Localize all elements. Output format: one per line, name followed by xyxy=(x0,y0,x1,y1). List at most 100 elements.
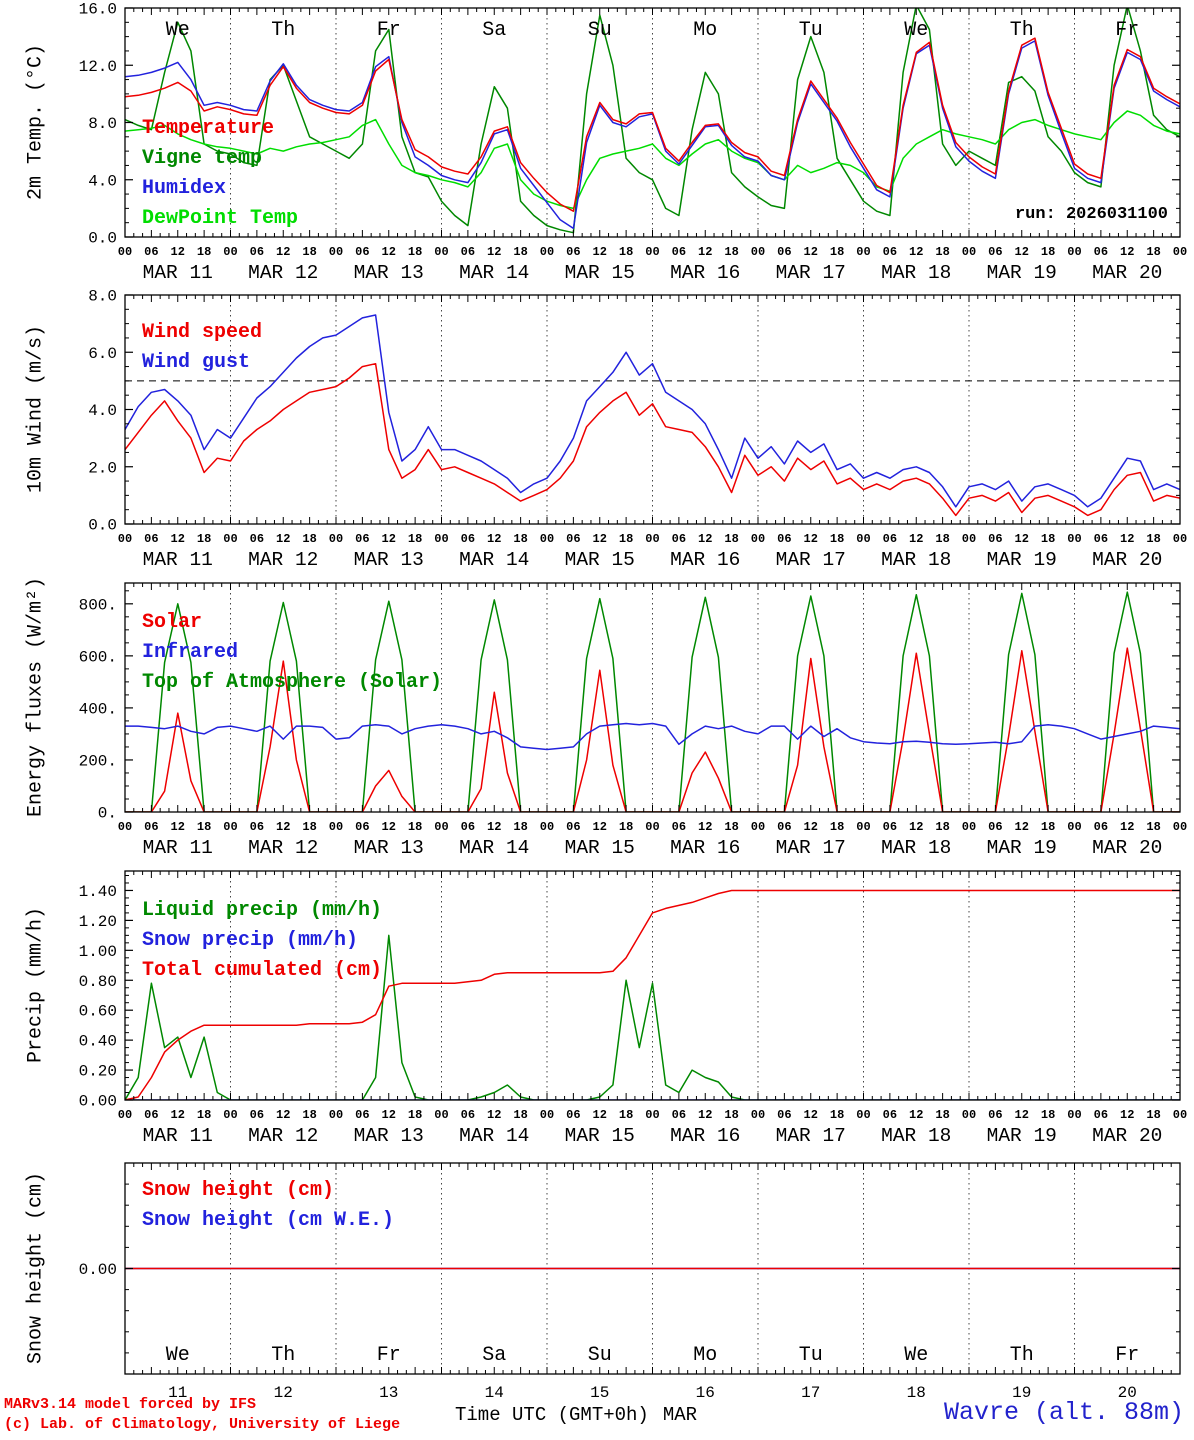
svg-text:MAR 18: MAR 18 xyxy=(881,262,951,284)
svg-text:MAR 17: MAR 17 xyxy=(776,1125,846,1147)
legend-item: Wind speed xyxy=(142,321,263,344)
svg-text:MAR 13: MAR 13 xyxy=(354,262,424,284)
svg-text:Fr: Fr xyxy=(1115,19,1139,42)
svg-text:1.40: 1.40 xyxy=(79,883,117,901)
svg-text:12: 12 xyxy=(382,532,396,546)
svg-text:0.: 0. xyxy=(98,805,117,823)
svg-text:18: 18 xyxy=(197,532,211,546)
svg-text:Th: Th xyxy=(271,19,295,42)
svg-text:MAR 17: MAR 17 xyxy=(776,837,846,859)
svg-text:Tu: Tu xyxy=(799,19,823,42)
svg-text:06: 06 xyxy=(1094,820,1108,834)
svg-text:06: 06 xyxy=(1094,245,1108,259)
svg-text:16.0: 16.0 xyxy=(79,1,117,19)
svg-text:06: 06 xyxy=(355,820,369,834)
svg-text:00: 00 xyxy=(434,245,448,259)
svg-text:18: 18 xyxy=(1041,820,1055,834)
y-axis-title-precip: Precip (mm/h) xyxy=(24,906,48,1064)
lab-credit: (c) Lab. of Climatology, University of L… xyxy=(4,1416,401,1433)
svg-text:06: 06 xyxy=(144,245,158,259)
svg-text:18: 18 xyxy=(907,1384,926,1402)
legend-item: Total cumulated (cm) xyxy=(142,959,383,982)
svg-text:13: 13 xyxy=(379,1384,398,1402)
svg-text:00: 00 xyxy=(223,820,237,834)
svg-text:06: 06 xyxy=(672,1108,686,1122)
svg-text:00: 00 xyxy=(1067,532,1081,546)
model-credit: MARv3.14 model forced by IFS xyxy=(4,1396,257,1413)
svg-text:06: 06 xyxy=(461,532,475,546)
svg-text:00: 00 xyxy=(329,1108,343,1122)
svg-text:19: 19 xyxy=(1012,1384,1031,1402)
svg-text:18: 18 xyxy=(1146,532,1160,546)
svg-text:06: 06 xyxy=(1094,532,1108,546)
run-label: run: 2026031100 xyxy=(1014,205,1168,224)
svg-text:18: 18 xyxy=(197,820,211,834)
svg-text:800.: 800. xyxy=(79,596,117,614)
svg-text:Fr: Fr xyxy=(377,19,401,42)
y-axis-title-wind: 10m Wind (m/s) xyxy=(24,324,48,494)
svg-text:MAR 16: MAR 16 xyxy=(670,837,740,859)
legend-item: Infrared xyxy=(142,641,239,664)
y-axis-title-energy: Energy fluxes (W/m²) xyxy=(24,576,48,818)
svg-text:12: 12 xyxy=(171,820,185,834)
svg-text:00: 00 xyxy=(118,1108,132,1122)
svg-text:Th: Th xyxy=(1010,1344,1034,1367)
legend-wind: Wind speed Wind gust xyxy=(142,318,262,378)
svg-text:06: 06 xyxy=(144,820,158,834)
svg-text:MAR 14: MAR 14 xyxy=(459,549,529,571)
svg-text:14: 14 xyxy=(485,1384,504,1402)
svg-text:MAR 14: MAR 14 xyxy=(459,837,529,859)
svg-text:Mo: Mo xyxy=(693,19,717,42)
svg-text:12: 12 xyxy=(698,820,712,834)
svg-text:0.00: 0.00 xyxy=(79,1093,117,1111)
svg-text:MAR 11: MAR 11 xyxy=(143,1125,213,1147)
svg-text:MAR 15: MAR 15 xyxy=(565,1125,635,1147)
svg-text:06: 06 xyxy=(250,245,264,259)
svg-text:00: 00 xyxy=(1173,532,1187,546)
month-label: MAR xyxy=(662,1404,698,1426)
legend-item: Vigne temp xyxy=(142,147,263,170)
svg-text:18: 18 xyxy=(619,820,633,834)
svg-text:18: 18 xyxy=(1146,820,1160,834)
svg-text:12: 12 xyxy=(274,1384,293,1402)
legend-item: Snow precip (mm/h) xyxy=(142,929,359,952)
svg-text:12: 12 xyxy=(593,1108,607,1122)
legend-item: DewPoint Temp xyxy=(142,207,299,230)
svg-text:00: 00 xyxy=(329,820,343,834)
svg-text:11: 11 xyxy=(168,1384,187,1402)
svg-text:12: 12 xyxy=(382,820,396,834)
svg-text:12: 12 xyxy=(1015,245,1029,259)
svg-text:06: 06 xyxy=(883,532,897,546)
svg-text:00: 00 xyxy=(645,820,659,834)
svg-text:00: 00 xyxy=(751,532,765,546)
svg-text:12: 12 xyxy=(1120,820,1134,834)
svg-text:00: 00 xyxy=(434,1108,448,1122)
svg-text:06: 06 xyxy=(250,532,264,546)
svg-text:MAR 20: MAR 20 xyxy=(1092,1125,1162,1147)
svg-text:MAR 16: MAR 16 xyxy=(670,1125,740,1147)
svg-text:18: 18 xyxy=(830,1108,844,1122)
svg-text:MAR 15: MAR 15 xyxy=(565,837,635,859)
svg-text:06: 06 xyxy=(250,1108,264,1122)
svg-text:00: 00 xyxy=(1067,245,1081,259)
svg-text:18: 18 xyxy=(935,820,949,834)
svg-text:Th: Th xyxy=(271,1344,295,1367)
svg-text:12: 12 xyxy=(909,820,923,834)
svg-text:06: 06 xyxy=(566,532,580,546)
svg-text:06: 06 xyxy=(777,1108,791,1122)
svg-text:MAR 18: MAR 18 xyxy=(881,549,951,571)
svg-text:00: 00 xyxy=(856,245,870,259)
svg-text:18: 18 xyxy=(935,245,949,259)
svg-text:12: 12 xyxy=(1120,245,1134,259)
svg-text:00: 00 xyxy=(540,532,554,546)
svg-text:1.20: 1.20 xyxy=(79,913,117,931)
svg-text:We: We xyxy=(904,19,928,42)
svg-text:MAR 17: MAR 17 xyxy=(776,549,846,571)
svg-text:12: 12 xyxy=(276,245,290,259)
svg-text:MAR 11: MAR 11 xyxy=(143,837,213,859)
svg-text:MAR 18: MAR 18 xyxy=(881,837,951,859)
svg-text:12: 12 xyxy=(1015,532,1029,546)
svg-text:06: 06 xyxy=(355,245,369,259)
svg-text:MAR 11: MAR 11 xyxy=(143,262,213,284)
svg-text:00: 00 xyxy=(1173,245,1187,259)
